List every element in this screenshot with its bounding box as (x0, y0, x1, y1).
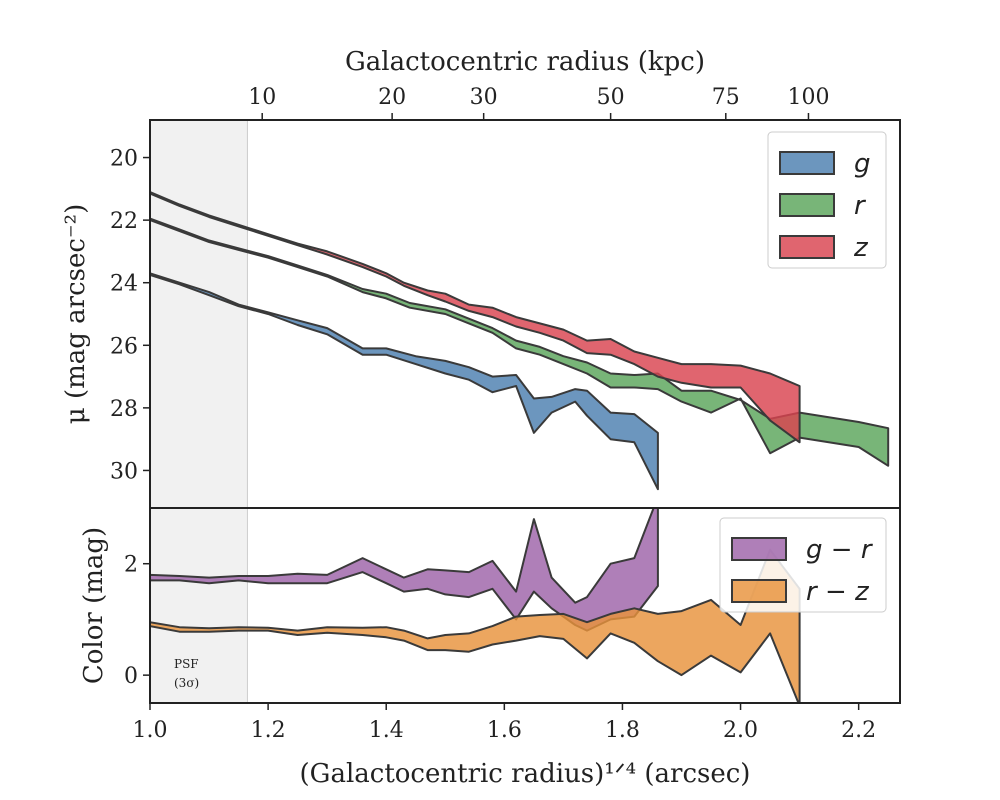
top-x-tick-label: 10 (248, 85, 276, 110)
psf-annotation-line1: PSF (174, 657, 199, 671)
legend-swatch-bottom-1 (731, 579, 787, 603)
x-tick-label: 1.0 (133, 718, 168, 743)
legend-label-top-1: r (854, 191, 867, 221)
legend-label-top-2: z (853, 233, 869, 263)
legend-label-top-0: g (854, 149, 871, 179)
top-x-tick-label: 20 (378, 85, 406, 110)
psf-region-bottom (150, 508, 248, 703)
y-tick-label: 20 (110, 147, 138, 172)
bottom-y-axis-title: Color (mag) (79, 527, 109, 684)
top-x-tick-label: 30 (470, 85, 498, 110)
y-tick-label: 26 (110, 334, 138, 359)
legend-swatch-top-1 (779, 193, 835, 217)
x-tick-label: 1.6 (487, 718, 522, 743)
series-band-top-r (150, 217, 890, 467)
series-band-top-g (150, 272, 659, 491)
x-axis-title: (Galactocentric radius)¹ᐟ⁴ (arcsec) (300, 759, 751, 789)
series-band-top-z (150, 191, 801, 444)
x-tick-label: 1.4 (369, 718, 404, 743)
legend-label-bottom-0: g − r (806, 535, 874, 565)
series-band-bot-1 (150, 548, 801, 703)
legend-swatch-bottom-0 (731, 537, 787, 561)
top-axis-title: Galactocentric radius (kpc) (345, 47, 705, 77)
y-tick-label: 24 (110, 272, 138, 297)
top-y-axis-title: μ (mag arcsec⁻²) (61, 204, 91, 424)
psf-annotation-line2: (3σ) (174, 676, 199, 690)
color-profile-panel: 0 2 Color (mag) 1.0 1.2 1.4 1.6 1.8 2.0 2.2 (Galac… (79, 507, 901, 789)
y-tick-label: 0 (124, 664, 138, 689)
x-tick-label: 2.2 (841, 718, 876, 743)
bottom-panel-frame (149, 507, 901, 704)
top-x-tick-label: 100 (787, 85, 829, 110)
x-tick-label: 1.8 (605, 718, 640, 743)
series-band-bot-0 (150, 508, 659, 632)
y-tick-label: 22 (110, 209, 138, 234)
y-tick-label: 2 (124, 553, 138, 578)
y-tick-label: 30 (110, 459, 138, 484)
psf-region-top (150, 120, 248, 508)
top-x-tick-label: 50 (597, 85, 625, 110)
top-x-tick-label: 75 (712, 85, 740, 110)
legend-swatch-top-2 (779, 235, 835, 259)
x-tick-label: 2.0 (723, 718, 758, 743)
x-tick-label: 1.2 (251, 718, 286, 743)
legend-label-bottom-1: r − z (806, 577, 870, 607)
legend-swatch-top-0 (779, 151, 835, 175)
y-tick-label: 28 (110, 397, 138, 422)
